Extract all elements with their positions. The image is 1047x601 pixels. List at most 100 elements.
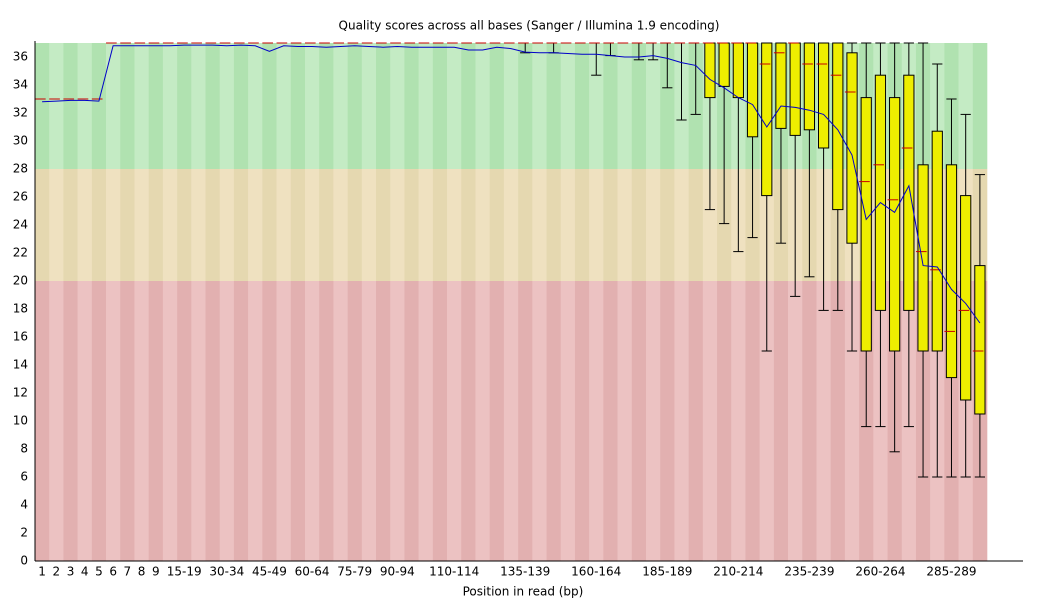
x-tick-label: 235-239 (784, 565, 834, 579)
quality-zone (347, 43, 363, 169)
quality-zone (617, 281, 633, 561)
quality-zone (546, 281, 562, 561)
quality-zone (390, 281, 405, 561)
x-tick-label: 185-189 (642, 565, 692, 579)
quality-zone (418, 43, 434, 169)
quality-zone (148, 169, 164, 281)
quality-zone (773, 281, 789, 561)
quality-zone (361, 43, 377, 169)
quality-zone (546, 169, 562, 281)
x-tick-label: 5 (95, 565, 103, 579)
y-tick-label: 28 (13, 162, 28, 176)
quality-zone (518, 43, 533, 169)
quality-zone (518, 169, 533, 281)
x-tick-label: 60-64 (295, 565, 330, 579)
quality-zone (333, 43, 348, 169)
quality-zone (177, 43, 192, 169)
quality-zone (418, 169, 434, 281)
quality-zone (418, 281, 434, 561)
quality-zone (106, 43, 121, 169)
quality-zone (390, 169, 405, 281)
quality-zone (262, 169, 277, 281)
quality-zone (304, 169, 320, 281)
quality-zone (120, 281, 135, 561)
chart-title: Quality scores across all bases (Sanger … (339, 19, 720, 33)
quality-zone (447, 281, 462, 561)
quality-zone (49, 169, 64, 281)
quality-zone (631, 43, 647, 169)
quality-zone (162, 169, 178, 281)
box (775, 42, 787, 129)
quality-zone (106, 169, 121, 281)
box (889, 97, 901, 352)
quality-zone (574, 281, 590, 561)
quality-zone (91, 281, 107, 561)
quality-zone (475, 169, 490, 281)
quality-zone (503, 281, 519, 561)
quality-zone (645, 281, 661, 561)
quality-zone (106, 281, 121, 561)
quality-zone (233, 43, 249, 169)
quality-zone (503, 43, 519, 169)
x-tick-label: 8 (138, 565, 146, 579)
quality-zone (49, 281, 64, 561)
quality-zone (248, 281, 263, 561)
quality-zone (290, 43, 306, 169)
quality-zone (177, 169, 192, 281)
quality-zone (717, 169, 732, 281)
box (974, 265, 986, 415)
x-tick-label: 6 (109, 565, 117, 579)
x-tick-label: 75-79 (337, 565, 372, 579)
quality-zone (702, 281, 718, 561)
quality-zone (503, 169, 519, 281)
quality-zone (376, 169, 391, 281)
y-tick-label: 20 (13, 274, 28, 288)
quality-zone (489, 281, 505, 561)
quality-zone (205, 43, 221, 169)
quality-zone (276, 169, 292, 281)
quality-zone (461, 43, 476, 169)
x-tick-label: 2 (52, 565, 60, 579)
box (903, 74, 915, 311)
quality-zone (162, 281, 178, 561)
quality-zone (347, 169, 363, 281)
x-tick-label: 3 (67, 565, 75, 579)
quality-zone (262, 43, 277, 169)
quality-zone (745, 281, 760, 561)
quality-zone (660, 281, 675, 561)
quality-zone (219, 281, 235, 561)
quality-zone (49, 43, 64, 169)
quality-zone (546, 43, 562, 169)
quality-zone (958, 43, 974, 169)
quality-zone (404, 281, 419, 561)
box (846, 52, 858, 244)
quality-zone (645, 169, 661, 281)
quality-zone (688, 281, 704, 561)
y-tick-label: 36 (13, 50, 28, 64)
quality-zone (461, 169, 476, 281)
quality-zone (376, 281, 391, 561)
y-tick-label: 18 (13, 302, 28, 316)
quality-zone (35, 43, 50, 169)
box (817, 42, 830, 149)
y-tick-label: 22 (13, 246, 28, 260)
quality-zone (63, 169, 78, 281)
quality-zone (148, 43, 164, 169)
quality-zone (35, 169, 50, 281)
quality-zone (134, 169, 149, 281)
x-tick-label: 260-264 (855, 565, 905, 579)
quality-zone (347, 281, 363, 561)
quality-zone (631, 281, 647, 561)
box (860, 97, 872, 352)
quality-zone (205, 169, 221, 281)
quality-zone (191, 281, 206, 561)
quality-zone (319, 169, 334, 281)
y-tick-label: 2 (20, 526, 28, 540)
quality-zone (191, 43, 206, 169)
quality-zone (489, 43, 505, 169)
quality-zone (91, 169, 107, 281)
x-tick-label: 30-34 (209, 565, 244, 579)
box (746, 42, 759, 138)
quality-zone (702, 169, 718, 281)
